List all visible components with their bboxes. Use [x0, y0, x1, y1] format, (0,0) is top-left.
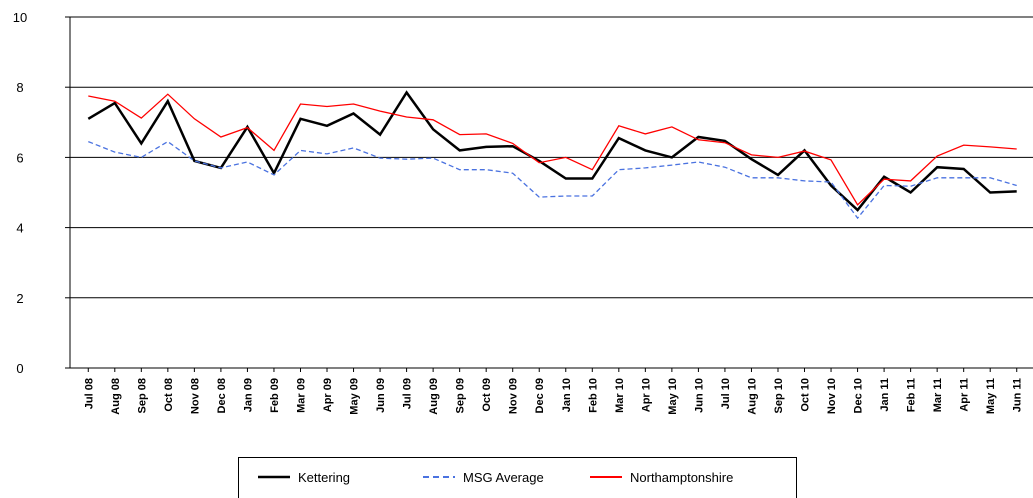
x-tick-label: May 11: [985, 378, 997, 414]
x-tick-label: Aug 08: [110, 378, 122, 415]
y-tick-label: 6: [16, 150, 23, 165]
x-tick-label: Jun 09: [375, 378, 387, 413]
x-tick-label: Jan 10: [561, 378, 573, 412]
x-tick-label: Jul 10: [720, 378, 732, 409]
x-tick-label: Jan 09: [242, 378, 254, 412]
x-tick-label: May 10: [667, 378, 679, 415]
x-tick-label: Sep 08: [136, 378, 148, 413]
x-tick-label: Jan 11: [879, 378, 891, 412]
y-tick-label: 10: [13, 10, 27, 25]
series-line: [88, 93, 1017, 206]
x-tick-label: Sep 09: [455, 378, 467, 413]
y-tick-label: 2: [16, 291, 23, 306]
x-tick-label: Feb 11: [906, 378, 918, 412]
legend-label: MSG Average: [463, 470, 544, 485]
x-tick-label: Mar 11: [932, 378, 944, 412]
legend-box: [238, 457, 797, 498]
series-line: [87, 90, 1017, 212]
x-tick-label: Apr 11: [959, 378, 971, 412]
x-tick-label: Jul 09: [402, 378, 414, 409]
x-tick-label: Oct 10: [800, 378, 812, 412]
x-tick-label: Nov 09: [508, 378, 520, 414]
x-tick-label: Feb 09: [269, 378, 281, 413]
x-tick-label: Aug 09: [428, 378, 440, 415]
x-tick-label: Oct 08: [163, 378, 175, 412]
legend-label: Kettering: [298, 470, 350, 485]
x-tick-label: Mar 10: [614, 378, 626, 413]
x-tick-label: Aug 10: [746, 378, 758, 415]
x-tick-label: Oct 09: [481, 378, 493, 412]
x-tick-label: Sep 10: [773, 378, 785, 413]
x-tick-label: Dec 09: [534, 378, 546, 413]
y-tick-label: 0: [16, 361, 23, 376]
x-tick-label: Dec 10: [853, 378, 865, 413]
x-tick-label: Dec 08: [216, 378, 228, 413]
x-tick-label: Jun 11: [1012, 378, 1024, 412]
x-tick-label: Apr 09: [322, 378, 334, 412]
x-tick-label: Nov 08: [189, 378, 201, 414]
x-tick-label: Apr 10: [640, 378, 652, 412]
y-tick-label: 8: [16, 80, 23, 95]
y-tick-label: 4: [16, 221, 23, 236]
x-tick-label: Mar 09: [295, 378, 307, 413]
x-tick-label: Feb 10: [587, 378, 599, 413]
legend-label: Northamptonshire: [630, 470, 733, 485]
x-tick-label: Nov 10: [826, 378, 838, 414]
x-tick-label: Jun 10: [693, 378, 705, 413]
x-tick-label: May 09: [349, 378, 361, 415]
series-line: [88, 140, 1017, 220]
x-tick-label: Jul 08: [83, 378, 95, 409]
